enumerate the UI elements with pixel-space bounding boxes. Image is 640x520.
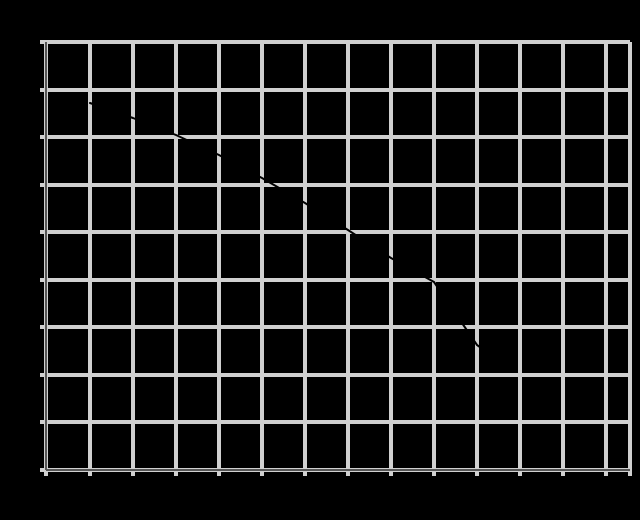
axis-spines [45,42,630,471]
grid-vertical-lines [44,42,632,470]
data-series-group [89,102,516,373]
data-line-1 [89,102,516,373]
axes-background [46,42,630,470]
